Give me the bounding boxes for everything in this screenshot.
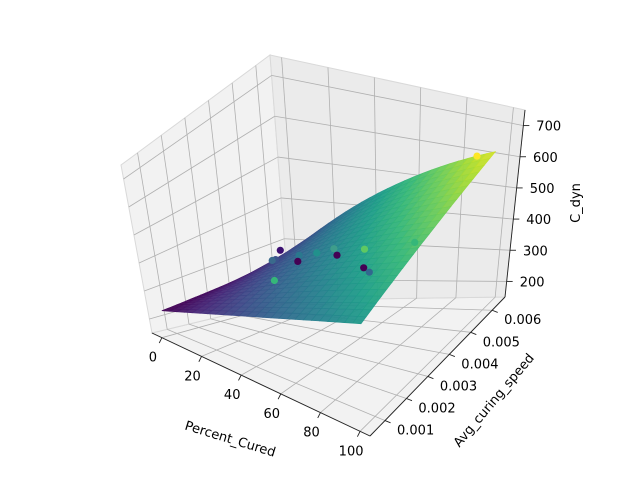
y-tick-label: 0.006 xyxy=(504,313,541,328)
y-grid-left xyxy=(137,152,168,330)
y-tick-mark xyxy=(406,398,413,402)
z-grid-back xyxy=(271,75,524,126)
y-tick-mark xyxy=(384,420,391,424)
y-grid-left xyxy=(184,117,212,319)
x-tick-label: 80 xyxy=(303,426,320,441)
x-axis-line xyxy=(151,332,371,437)
scatter-point xyxy=(295,251,303,259)
z-tick-label: 500 xyxy=(530,182,555,197)
x-tick-mark xyxy=(317,412,321,419)
z-axis-label: C_dyn xyxy=(569,183,584,223)
y-tick-label: 0.005 xyxy=(483,335,520,350)
scatter-point xyxy=(270,276,278,285)
x-tick-label: 100 xyxy=(339,444,364,459)
scatter-points xyxy=(268,152,481,285)
y-tick-mark xyxy=(470,331,477,335)
scatter-point xyxy=(330,245,338,253)
y-grid-floor xyxy=(188,323,407,399)
y-axis-line xyxy=(369,296,506,437)
axes xyxy=(151,109,530,437)
y-tick-mark xyxy=(427,376,434,380)
x-tick-mark xyxy=(356,431,361,437)
z-grid-left xyxy=(128,115,275,208)
y-grid-left xyxy=(160,135,190,325)
y-grid-floor xyxy=(210,318,428,377)
x-grid-back xyxy=(455,97,468,298)
surface-patch xyxy=(352,316,367,325)
scatter-point xyxy=(360,245,369,253)
x-tick-label: 40 xyxy=(224,388,241,403)
z-grid-back xyxy=(277,156,517,189)
x-tick-mark xyxy=(158,337,163,344)
scatter-point xyxy=(313,249,321,257)
surface-plot xyxy=(161,151,497,325)
scatter-point xyxy=(365,268,373,276)
x-tick-mark xyxy=(198,356,202,362)
x-tick-mark xyxy=(277,393,282,400)
z-grid-left xyxy=(138,197,282,264)
z-tick-label: 600 xyxy=(533,151,558,166)
x-grid-floor xyxy=(359,296,496,432)
z-axis-line xyxy=(504,109,526,298)
x-grid-floor xyxy=(280,297,417,395)
x-grid-floor xyxy=(320,297,457,413)
z-tick-label: 300 xyxy=(523,244,548,259)
y-grid-left xyxy=(231,82,255,309)
scatter-point xyxy=(360,264,368,272)
z-tick-label: 200 xyxy=(520,275,545,290)
tick-labels: 0 20 40 60 80 100 0.001 0.002 0.003 0.004 0.005 0.0… xyxy=(149,120,561,460)
scatter-point xyxy=(276,246,284,254)
z-grid-left xyxy=(133,156,279,236)
y-grid-floor xyxy=(167,328,386,421)
scatter-point xyxy=(473,152,481,160)
x-tick-label: 20 xyxy=(184,369,201,384)
y-tick-label: 0.002 xyxy=(418,402,455,417)
z-grid-left xyxy=(144,238,285,292)
y-grid-floor xyxy=(232,313,450,355)
scatter-point xyxy=(333,251,341,259)
z-grid-back xyxy=(274,115,521,158)
y-tick-label: 0.004 xyxy=(461,357,498,372)
scatter-point xyxy=(268,256,276,265)
z-tick-label: 400 xyxy=(526,213,551,228)
x-tick-label: 0 xyxy=(149,351,157,366)
x-grid-back xyxy=(494,107,514,298)
y-tick-label: 0.003 xyxy=(440,379,477,394)
scatter-point xyxy=(294,257,302,265)
z-grid-left xyxy=(123,75,272,180)
y-tick-label: 0.001 xyxy=(397,424,434,439)
scatter-point xyxy=(411,238,419,246)
z-tick-label: 700 xyxy=(536,120,561,135)
x-tick-label: 60 xyxy=(264,407,281,422)
y-tick-mark xyxy=(449,353,456,358)
y-tick-mark xyxy=(491,309,498,313)
x-tick-mark xyxy=(238,374,242,381)
y-grid-left xyxy=(208,100,233,314)
